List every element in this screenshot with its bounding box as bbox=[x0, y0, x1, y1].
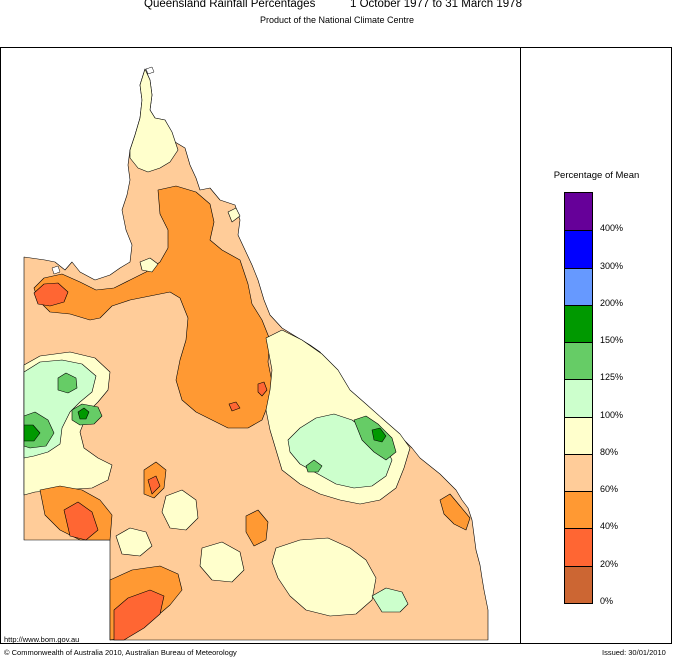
legend-label: 125% bbox=[600, 372, 624, 383]
legend-swatch bbox=[565, 565, 592, 603]
legend-label: 150% bbox=[600, 335, 624, 346]
legend-swatch bbox=[565, 528, 592, 566]
legend-swatch bbox=[565, 491, 592, 529]
legend-label: 0% bbox=[600, 596, 614, 606]
legend-label: 200% bbox=[600, 297, 624, 308]
legend-label: 100% bbox=[600, 409, 624, 420]
map-frame bbox=[0, 47, 672, 644]
title-right: 1 October 1977 to 31 March 1978 bbox=[350, 0, 522, 10]
southeast-light-green-region bbox=[371, 587, 409, 613]
south-cream-patch bbox=[115, 527, 153, 557]
west-dark-green-edge bbox=[23, 424, 41, 442]
northwest-red-blob bbox=[33, 282, 69, 307]
coast-dark-green-patch bbox=[371, 427, 387, 443]
central-red-spot-2 bbox=[228, 401, 241, 412]
legend-title: Percentage of Mean bbox=[553, 170, 640, 181]
legend-label: 60% bbox=[600, 484, 619, 495]
southeast-orange-patch bbox=[245, 509, 269, 547]
legend-label: 80% bbox=[600, 446, 619, 457]
south-cream-patch-2 bbox=[199, 541, 245, 583]
footer-issued: Issued: 30/01/2010 bbox=[602, 648, 666, 657]
legend-swatch bbox=[565, 342, 592, 380]
central-red-spot bbox=[257, 381, 268, 397]
far-south-red-patch bbox=[113, 589, 165, 641]
legend-swatch bbox=[565, 379, 592, 417]
central-orange-band bbox=[33, 185, 273, 429]
southwest-red-patch bbox=[63, 501, 99, 541]
central-cream-patch bbox=[161, 489, 199, 531]
east-green-blob bbox=[305, 459, 323, 473]
map-title: Queensland Rainfall Percentages 1 Octobe… bbox=[0, 0, 674, 14]
north-tip-cream bbox=[129, 68, 179, 173]
legend-color-bar bbox=[564, 192, 593, 604]
west-dark-green-blob-1 bbox=[77, 407, 90, 420]
legend-label: 400% bbox=[600, 223, 624, 234]
west-green-blob-1 bbox=[57, 372, 78, 394]
legend-label: 20% bbox=[600, 558, 619, 569]
legend-label: 40% bbox=[600, 521, 619, 532]
map-subtitle: Product of the National Climate Centre bbox=[259, 15, 415, 25]
legend-swatch bbox=[565, 267, 592, 305]
footer-copyright: © Commonwealth of Australia 2010, Austra… bbox=[4, 648, 237, 657]
coast-orange-patch bbox=[439, 493, 471, 531]
legend-label: 300% bbox=[600, 260, 624, 271]
legend-swatch bbox=[565, 453, 592, 492]
legend-swatch bbox=[565, 416, 592, 454]
south-red-spot bbox=[147, 475, 161, 495]
panel-divider bbox=[520, 47, 521, 644]
footer-url[interactable]: http://www.bom.gov.au bbox=[4, 635, 80, 644]
southeast-cream-region bbox=[271, 537, 377, 617]
northern-islet bbox=[145, 66, 155, 75]
north-cream-spot-2 bbox=[227, 207, 241, 223]
legend-swatch bbox=[565, 230, 592, 268]
legend-swatch bbox=[565, 193, 592, 231]
gulf-island bbox=[51, 265, 61, 275]
north-cream-spot bbox=[139, 257, 159, 273]
title-left: Queensland Rainfall Percentages bbox=[144, 0, 316, 10]
legend-swatch bbox=[565, 304, 592, 343]
